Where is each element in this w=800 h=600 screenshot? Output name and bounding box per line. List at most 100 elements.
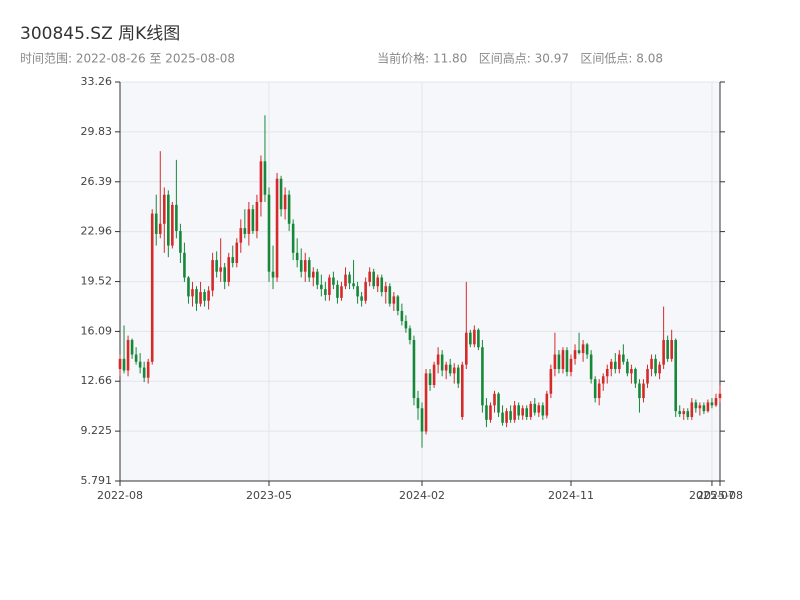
candle-body	[622, 354, 625, 362]
candle-body	[561, 350, 565, 370]
candle-body	[396, 296, 400, 311]
candle-body	[525, 408, 529, 417]
candle-body	[171, 204, 174, 246]
candle-body	[243, 228, 247, 234]
candle-body	[384, 286, 388, 293]
candle-body	[126, 339, 130, 371]
candle-body	[670, 339, 673, 359]
candle-body	[630, 369, 633, 374]
candle-body	[183, 252, 186, 278]
candle-body	[175, 204, 178, 232]
candle-body	[690, 402, 694, 417]
candle-body	[493, 393, 496, 406]
candle-body	[311, 271, 315, 278]
candle-body	[436, 354, 440, 365]
candle-body	[521, 408, 524, 416]
candle-body	[694, 402, 698, 409]
candle-body	[650, 358, 653, 370]
candle-body	[219, 267, 222, 272]
candle-body	[533, 403, 537, 413]
candle-body	[412, 339, 416, 399]
y-tick-label: 16.09	[81, 324, 113, 337]
candle-body	[513, 405, 516, 420]
candle-body	[460, 364, 464, 417]
candle-body	[211, 260, 214, 291]
candle-body	[541, 405, 545, 416]
candle-body	[187, 277, 190, 297]
candle-body	[448, 364, 452, 374]
candle-body	[597, 383, 601, 399]
candle-body	[263, 161, 267, 195]
candle-body	[142, 367, 146, 378]
candle-body	[340, 286, 343, 298]
candle-body	[485, 405, 488, 420]
candle-body	[444, 364, 448, 371]
candle-body	[303, 260, 307, 272]
y-tick-label: 29.83	[81, 125, 113, 138]
candle-body	[686, 411, 690, 417]
candle-body	[150, 213, 154, 362]
candle-body	[658, 364, 661, 374]
candle-body	[360, 296, 363, 301]
y-tick-label: 19.52	[81, 275, 113, 288]
candle-body	[275, 178, 279, 278]
candle-body	[428, 373, 432, 386]
candle-body	[565, 350, 569, 372]
candle-body	[682, 411, 686, 415]
candle-body	[267, 194, 271, 272]
candle-body	[404, 321, 408, 329]
candle-body	[626, 361, 629, 374]
candle-body	[251, 209, 255, 232]
candle-body	[577, 350, 581, 354]
candle-body	[207, 290, 210, 301]
candle-body	[162, 194, 166, 224]
x-tick-label: 2024-11	[548, 489, 594, 502]
candle-body	[609, 361, 613, 370]
candle-body	[388, 286, 392, 304]
candle-body	[456, 367, 460, 384]
candle-body	[368, 271, 371, 282]
candle-body	[380, 277, 384, 293]
candle-body	[307, 260, 311, 278]
candle-body	[223, 267, 226, 282]
candle-body	[356, 286, 359, 297]
candle-body	[122, 358, 126, 371]
candle-body	[553, 354, 557, 370]
candle-body	[332, 277, 335, 285]
subtitle: 时间范围: 2022-08-26 至 2025-08-08	[20, 52, 235, 66]
candle-body	[654, 358, 657, 374]
candle-body	[408, 328, 412, 340]
candle-body	[259, 161, 263, 202]
candle-body	[593, 379, 597, 399]
candle-body	[138, 361, 142, 368]
candle-body	[203, 292, 206, 301]
y-tick-label: 22.96	[81, 225, 113, 238]
candle-body	[662, 339, 665, 365]
x-tick-label: 2023-05	[246, 489, 292, 502]
candle-body	[452, 367, 456, 374]
y-tick-label: 33.26	[81, 75, 113, 88]
candle-body	[424, 373, 428, 432]
candle-body	[295, 252, 299, 261]
candle-body	[291, 223, 295, 253]
candle-body	[316, 271, 319, 285]
candle-body	[718, 393, 722, 399]
candle-body	[710, 402, 714, 406]
candle-body	[549, 369, 553, 394]
candle-body	[191, 289, 194, 297]
candle-body	[585, 344, 589, 355]
y-tick-label: 12.66	[81, 374, 113, 387]
candle-body	[674, 339, 678, 412]
candle-body	[239, 228, 243, 243]
candle-body	[581, 344, 585, 354]
candle-body	[179, 231, 182, 253]
candle-body	[352, 283, 355, 287]
candle-body	[283, 194, 287, 210]
candle-body	[469, 332, 472, 345]
candle-body	[287, 194, 291, 224]
candle-body	[618, 354, 621, 370]
candle-body	[440, 354, 444, 371]
candle-body	[589, 354, 593, 380]
candle-body	[517, 405, 520, 416]
candle-body	[614, 361, 617, 370]
